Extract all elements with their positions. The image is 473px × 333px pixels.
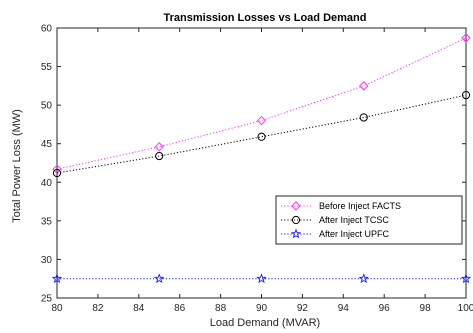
y-tick-label: 40 <box>41 178 53 189</box>
series-2-point <box>257 132 266 141</box>
series-1-point <box>154 142 164 152</box>
y-tick-label: 60 <box>41 24 53 35</box>
series-line-1 <box>56 37 467 170</box>
series-2-point <box>52 168 62 178</box>
legend-label-3: After Inject UPFC <box>319 229 390 239</box>
series-2-point <box>359 113 368 122</box>
series-1-point <box>256 115 267 126</box>
series-line-2 <box>56 94 467 174</box>
legend-label-2: After Inject TCSC <box>319 215 389 225</box>
legend-marker-2 <box>291 215 301 225</box>
x-tick-label: 96 <box>379 303 391 314</box>
series-3-point <box>256 273 267 284</box>
x-axis-title: Load Demand (MVAR) <box>210 317 320 329</box>
y-tick-label: 25 <box>41 294 53 305</box>
series-1-point <box>359 81 369 91</box>
x-tick-label: 98 <box>420 303 432 314</box>
series-3-point <box>51 273 63 284</box>
series-3-point <box>358 273 369 284</box>
x-tick-label: 90 <box>256 303 268 314</box>
x-tick-label: 88 <box>215 303 227 314</box>
x-tick-label: 100 <box>458 303 473 314</box>
plot-area: 80 82 84 86 88 90 92 94 96 98 100 25 30 35 40 45 50 55 60 <box>41 24 473 315</box>
x-tick-label: 92 <box>297 303 309 314</box>
y-tick-label: 35 <box>41 216 53 227</box>
x-tick-label: 86 <box>174 303 186 314</box>
series-2-point <box>155 151 164 161</box>
series-2-point <box>461 91 471 100</box>
y-tick-label: 30 <box>41 255 53 266</box>
x-tick-label: 80 <box>51 303 63 314</box>
legend-label-1: Before Inject FACTS <box>319 201 401 211</box>
y-axis-title: Total Power Loss (MW) <box>11 109 23 223</box>
x-tick-label: 84 <box>133 303 145 314</box>
legend-marker-1 <box>291 201 301 211</box>
y-tick-label: 55 <box>41 62 53 73</box>
legend-marker-3 <box>290 228 302 239</box>
series-3-point <box>154 273 165 284</box>
chart-title: Transmission Losses vs Load Demand <box>164 12 367 24</box>
series-3-point <box>460 273 472 284</box>
y-tick-label: 45 <box>41 139 53 150</box>
y-tick-label: 50 <box>41 101 53 112</box>
legend: Before Inject FACTS After Inject TCSC Afte… <box>275 195 463 245</box>
axes-box <box>56 27 467 299</box>
x-tick-label: 82 <box>92 303 104 314</box>
x-tick-label: 94 <box>338 303 350 314</box>
series-1-point <box>52 164 62 174</box>
series-1-point <box>461 33 471 43</box>
